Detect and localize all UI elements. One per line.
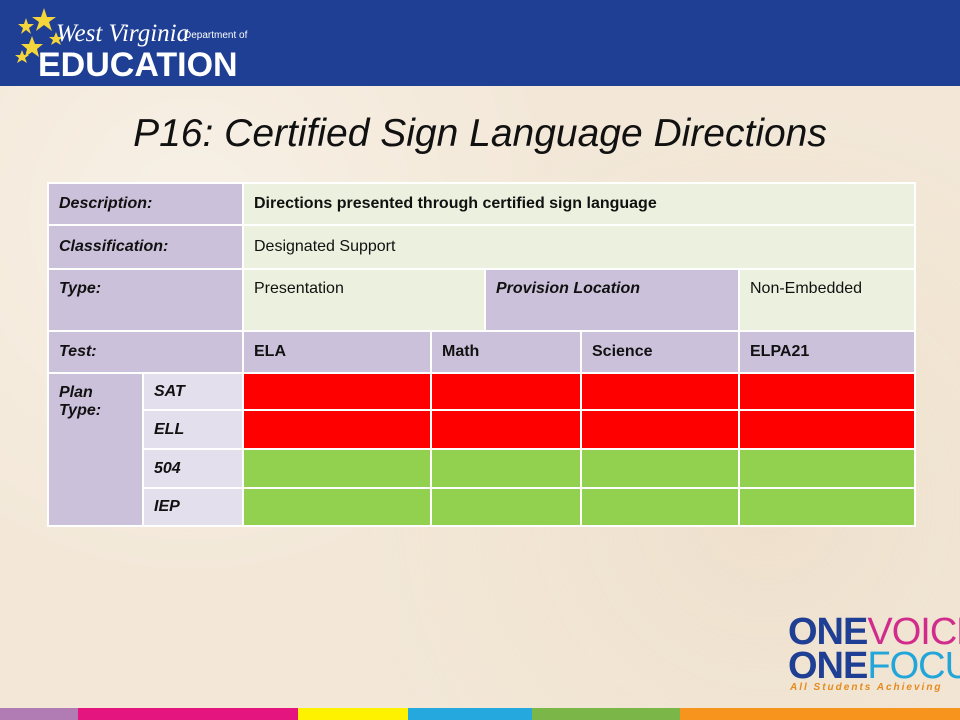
test-label: Test: [47,330,244,374]
status-cell [430,487,582,527]
status-cell [242,448,432,489]
status-cell [580,487,740,527]
test-math: Math [430,330,582,374]
status-cell [737,372,917,411]
logo-one-voice: ONEVOICE [788,611,960,653]
description-value: Directions presented through certified s… [241,182,917,226]
classification-label: Classification: [47,224,244,270]
provision-label: Provision Location [484,268,740,332]
plan-row-ell: ELL [48,409,917,450]
plan-ell: ELL [142,409,244,450]
logo-voice: VOICE [867,611,960,653]
plan-iep: IEP [142,487,244,527]
stars-icon [15,8,63,63]
status-cell [430,372,582,411]
header-bar: West Virginia Department of EDUCATION [0,0,960,86]
type-label: Type: [47,268,244,332]
test-ela: ELA [242,330,432,374]
logo-tagline: All Students Achieving [790,682,943,693]
logo-one-2: ONE [788,645,868,687]
logo-focus: FOCUS [867,645,960,687]
plan-504: 504 [142,448,244,489]
type-value: Presentation [242,268,486,332]
accommodation-table: Description: Directions presented throug… [47,182,917,527]
plan-row-sat: Plan Type: SAT [47,372,917,527]
one-voice-one-focus-logo: ONEVOICE ONEFOCUS All Students Achieving [788,612,960,698]
status-cell [737,487,917,527]
classification-row: Classification: Designated Support [47,224,917,270]
status-cell [737,448,917,489]
description-label: Description: [47,182,244,226]
status-cell [430,448,582,489]
plan-sat: SAT [142,372,244,411]
test-header-row: Test: ELA Math Science ELPA21 [47,330,917,374]
status-cell [430,409,582,450]
status-cell [580,448,740,489]
plan-type-label: Plan Type: [47,372,144,527]
status-cell [737,409,917,450]
logo-line-2: EDUCATION [38,46,238,84]
status-cell [242,487,432,527]
color-stripe [680,708,960,720]
bottom-color-bar [0,708,960,720]
description-row: Description: Directions presented throug… [47,182,917,226]
page-title: P16: Certified Sign Language Directions [133,112,827,155]
status-cell [242,372,432,411]
status-cell [580,372,740,411]
test-science: Science [580,330,740,374]
color-stripe [408,708,532,720]
plan-row-iep: IEP [48,487,917,527]
test-elpa21: ELPA21 [737,330,917,374]
logo-one-focus: ONEFOCUS [788,645,960,687]
provision-value: Non-Embedded [737,268,917,332]
color-stripe [0,708,78,720]
color-stripe [298,708,408,720]
logo-line-1: West Virginia [56,20,190,47]
status-cell [242,409,432,450]
classification-value: Designated Support [241,224,917,270]
plan-row-504: 504 [48,448,917,489]
logo-department: Department of [184,30,248,41]
logo-one: ONE [788,611,868,653]
color-stripe [78,708,298,720]
status-cell [580,409,740,450]
wv-education-logo: West Virginia Department of EDUCATION [12,6,252,84]
color-stripe [532,708,680,720]
type-row: Type: Presentation Provision Location No… [47,268,917,332]
